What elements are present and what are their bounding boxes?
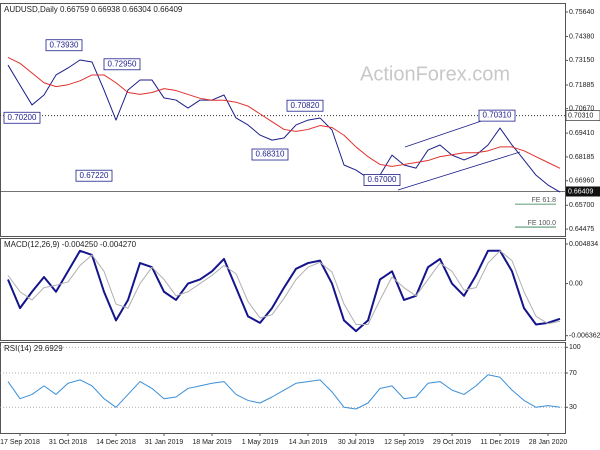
annotation-label: 0.68310 <box>256 150 285 159</box>
y-tick-label: 0.00 <box>569 280 583 287</box>
annotation-box <box>75 169 113 182</box>
y-tick-label: 100 <box>569 344 581 351</box>
x-tick-label: 28 Jan 2020 <box>529 439 568 446</box>
x-tick-label: 18 Mar 2019 <box>192 439 231 446</box>
series-line <box>7 57 561 169</box>
panel-title: AUDUSD,Daily 0.66759 0.66938 0.66304 0.6… <box>4 5 183 14</box>
series-line <box>7 374 561 410</box>
x-tick-label: 17 Sep 2018 <box>0 439 40 446</box>
fe-label: FE 100.0 <box>528 220 557 227</box>
x-tick-label: 11 Dec 2019 <box>480 439 519 446</box>
y-tick-label: 0.73150 <box>569 57 594 64</box>
x-tick-label: 12 Sep 2019 <box>384 439 424 446</box>
y-tick-label: 0.004834 <box>569 241 598 248</box>
y-tick-label: 0.74380 <box>569 33 594 40</box>
series-line <box>7 250 561 326</box>
level-label: 0.70310 <box>568 112 593 119</box>
y-tick-label: 30 <box>569 404 577 411</box>
level-box <box>565 110 600 121</box>
x-tick-label: 30 Jul 2019 <box>338 439 374 446</box>
series-line <box>7 59 561 193</box>
annotation-box <box>251 148 289 161</box>
annotation-box <box>286 99 324 112</box>
annotation-label: 0.70820 <box>291 101 320 110</box>
annotation-box <box>103 58 141 71</box>
x-tick-label: 14 Jun 2019 <box>289 439 328 446</box>
macd-panel <box>0 238 566 341</box>
annotation-box <box>45 39 83 52</box>
y-tick-label: -0.006362 <box>569 333 600 340</box>
y-tick-label: 0.64475 <box>569 226 594 233</box>
y-tick-label: 70 <box>569 370 577 377</box>
rsi-panel <box>0 342 566 434</box>
annotation-label: 0.72950 <box>108 59 137 68</box>
annotation-label: 0.73930 <box>50 40 79 49</box>
y-tick-label: 0.65700 <box>569 202 594 209</box>
annotation-label: 0.67220 <box>80 171 109 180</box>
x-tick-label: 1 May 2019 <box>242 439 279 446</box>
annotation-label: 0.70200 <box>8 113 37 122</box>
panel-title: MACD(12,26,9) -0.004250 -0.004270 <box>4 240 137 249</box>
y-tick-label: 0.66960 <box>569 178 594 185</box>
annotation-box <box>3 111 41 124</box>
last-price-box <box>566 186 600 197</box>
y-tick-label: 0.75640 <box>569 9 594 16</box>
channel-lower <box>397 151 521 191</box>
annotation-box <box>478 109 516 122</box>
y-tick-label: 0.69410 <box>569 130 594 137</box>
x-tick-label: 31 Jan 2019 <box>145 439 184 446</box>
price-panel <box>0 3 566 237</box>
annotation-label: 0.70310 <box>483 111 512 120</box>
x-tick-label: 31 Oct 2018 <box>49 439 87 446</box>
y-tick-label: 0.70670 <box>569 105 594 112</box>
fe-label: FE 61.8 <box>531 197 556 204</box>
x-tick-label: 29 Oct 2019 <box>433 439 471 446</box>
y-tick-label: 0.68185 <box>569 154 594 161</box>
last-price-label: 0.66409 <box>568 188 593 195</box>
annotation-box <box>363 174 401 186</box>
x-tick-label: 14 Dec 2018 <box>96 439 136 446</box>
annotation-label: 0.67000 <box>368 175 397 184</box>
panel-title: RSI(14) 29.6929 <box>4 344 63 353</box>
watermark: ActionForex.com <box>360 63 510 85</box>
y-tick-label: 0.71885 <box>569 82 594 89</box>
